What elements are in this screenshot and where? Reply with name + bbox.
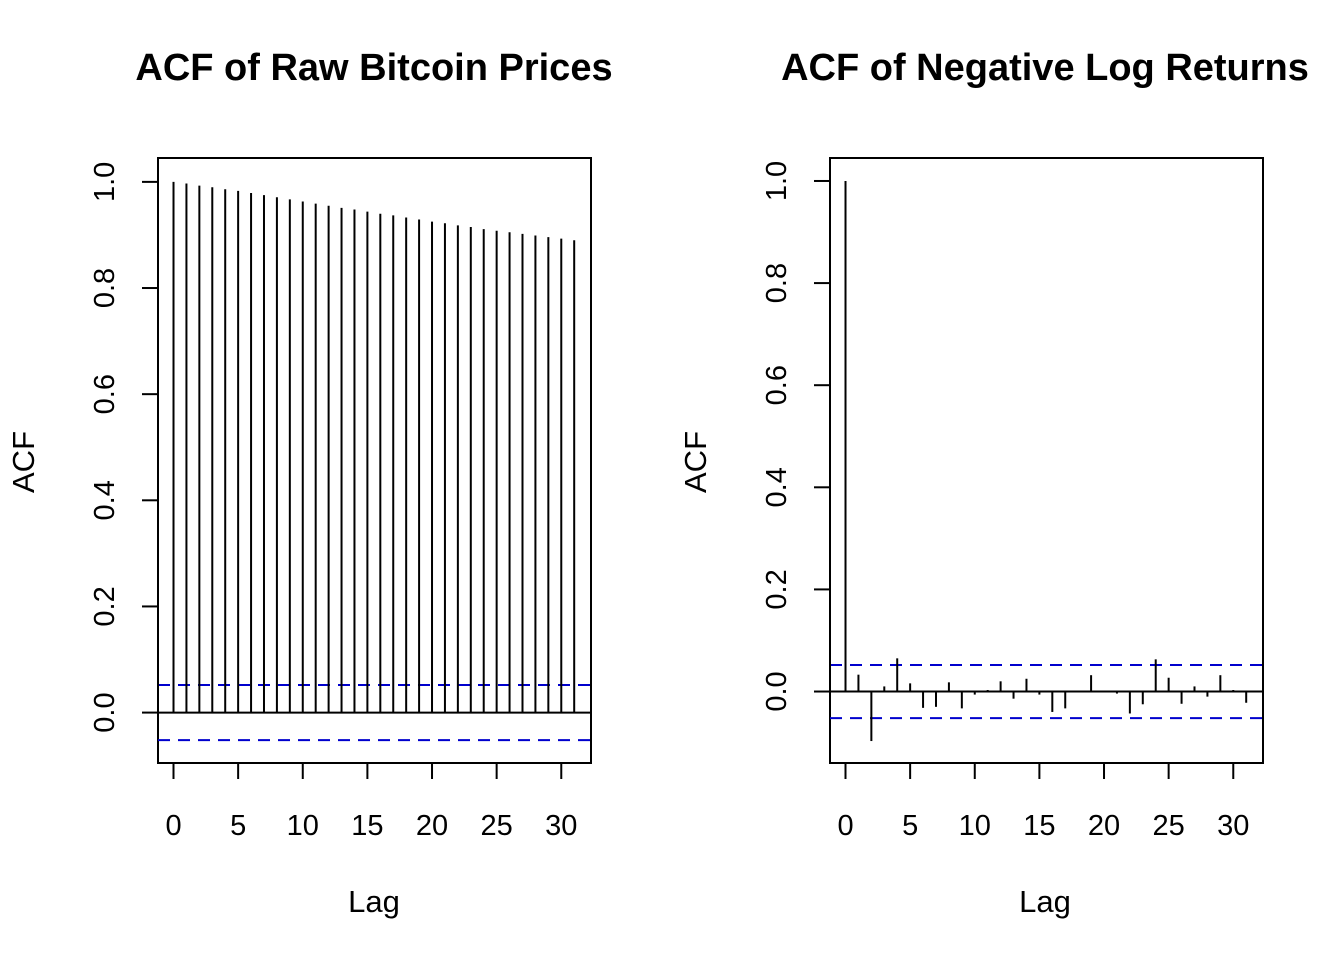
x-tick-label: 20 [1088, 810, 1120, 842]
y-tick-label: 0.8 [761, 263, 793, 303]
plot-frame [157, 157, 592, 764]
x-tick-label: 10 [287, 810, 319, 842]
x-tick-label: 25 [1153, 810, 1185, 842]
y-tick-label: 1.0 [761, 161, 793, 201]
chart-title: ACF of Negative Log Returns [781, 47, 1309, 89]
y-tick-label: 0.8 [89, 268, 121, 308]
x-tick-label: 0 [837, 810, 853, 842]
x-axis-label: Lag [348, 884, 400, 919]
x-tick-label: 10 [959, 810, 991, 842]
y-tick-label: 0.4 [761, 467, 793, 507]
x-tick-label: 0 [165, 810, 181, 842]
x-tick-label: 15 [1023, 810, 1055, 842]
acf-panel-raw-prices: ACF of Raw Bitcoin Prices Lag ACF 0 5 10 15… [6, 47, 613, 919]
x-tick-label: 30 [545, 810, 577, 842]
y-tick-label: 0.6 [761, 365, 793, 405]
plot-frame [829, 157, 1264, 764]
y-tick-label: 0.4 [89, 480, 121, 520]
y-tick-label: 1.0 [89, 162, 121, 202]
plot-marks: 0 5 10 15 20 25 30 0.0 0.2 0.4 0.6 0.8 1.0 [761, 161, 1263, 842]
y-tick-label: 0.0 [89, 692, 121, 732]
y-tick-label: 0.2 [761, 569, 793, 609]
y-tick-label: 0.0 [761, 671, 793, 711]
x-tick-label: 15 [351, 810, 383, 842]
x-tick-label: 5 [230, 810, 246, 842]
y-tick-label: 0.6 [89, 374, 121, 414]
x-tick-label: 5 [902, 810, 918, 842]
acf-panel-log-returns: ACF of Negative Log Returns Lag ACF 0 5 10… [678, 47, 1309, 919]
x-tick-label: 20 [416, 810, 448, 842]
y-tick-label: 0.2 [89, 586, 121, 626]
x-axis-label: Lag [1019, 884, 1071, 919]
y-axis-label: ACF [678, 431, 713, 493]
y-axis-label: ACF [6, 431, 41, 493]
x-tick-label: 25 [481, 810, 513, 842]
plot-marks: 0 5 10 15 20 25 30 0.0 0.2 0.4 0.6 0.8 1.0 [89, 162, 591, 842]
x-tick-label: 30 [1217, 810, 1249, 842]
chart-title: ACF of Raw Bitcoin Prices [135, 47, 612, 89]
